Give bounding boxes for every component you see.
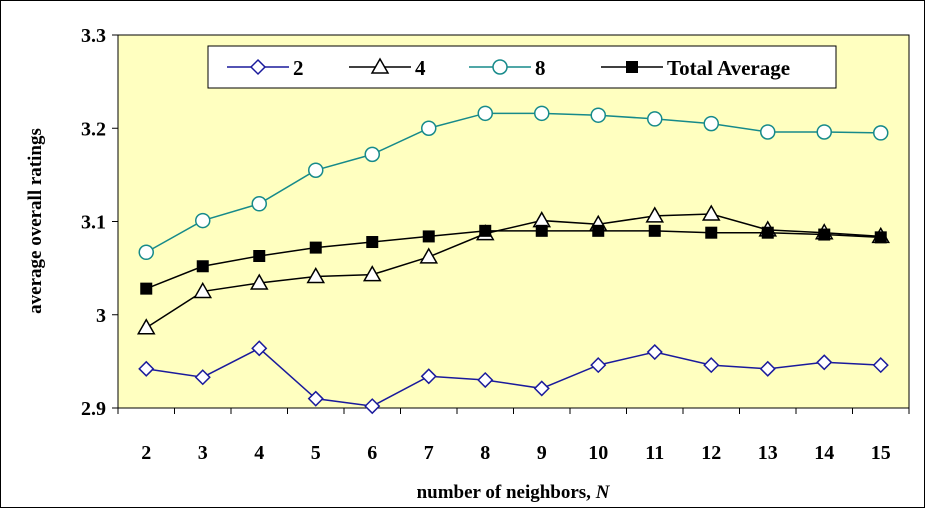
data-point xyxy=(759,360,776,377)
y-tick-label: 3.2 xyxy=(81,118,106,140)
legend-marker xyxy=(626,61,638,73)
x-tick-label: 8 xyxy=(480,442,490,464)
x-tick-label: 13 xyxy=(758,442,778,464)
data-point xyxy=(138,244,154,261)
data-point xyxy=(364,398,381,415)
x-tick-label: 7 xyxy=(424,442,434,464)
x-tick-label: 5 xyxy=(311,442,321,464)
data-point xyxy=(703,115,719,132)
x-tick-label: 11 xyxy=(645,442,664,464)
data-point xyxy=(760,124,776,140)
data-point xyxy=(646,343,663,361)
data-point xyxy=(306,267,326,284)
data-point xyxy=(477,105,493,122)
data-point xyxy=(421,120,437,136)
data-point xyxy=(645,206,665,223)
data-point xyxy=(251,196,267,212)
legend-item: 2 xyxy=(227,56,304,80)
data-point xyxy=(136,318,156,335)
legend-item: Total Average xyxy=(601,56,790,80)
legend: 2 4 8 Total Average xyxy=(207,45,837,89)
data-point xyxy=(535,224,548,237)
data-point xyxy=(419,247,439,264)
data-point xyxy=(592,224,605,237)
series-2 xyxy=(138,340,889,415)
data-point xyxy=(705,226,718,239)
data-point xyxy=(193,281,213,299)
series-total-average xyxy=(140,224,887,295)
data-point xyxy=(195,212,211,229)
y-tick-label: 2.9 xyxy=(81,398,106,420)
data-point xyxy=(479,224,492,237)
data-point xyxy=(140,282,153,295)
x-axis-title-variable: N xyxy=(595,482,611,503)
legend-label: 4 xyxy=(415,56,426,80)
data-point xyxy=(701,204,721,221)
x-tick-label: 2 xyxy=(141,442,151,464)
data-point xyxy=(362,265,382,282)
data-point xyxy=(308,162,324,178)
series-line xyxy=(145,230,881,290)
y-tick-label: 3.3 xyxy=(81,25,106,47)
legend-label: 8 xyxy=(535,56,546,80)
x-tick-label: 6 xyxy=(367,442,377,464)
data-point xyxy=(703,357,720,374)
data-point xyxy=(420,368,437,385)
data-point xyxy=(647,111,663,127)
data-point xyxy=(196,260,209,273)
data-point xyxy=(874,231,887,244)
legend-marker xyxy=(249,58,267,76)
data-point xyxy=(309,241,322,254)
data-point xyxy=(422,230,435,243)
data-point xyxy=(590,357,607,374)
data-point xyxy=(761,226,774,239)
x-tick-label: 14 xyxy=(814,442,834,464)
series-line xyxy=(146,347,881,407)
y-axis-title: average overall ratings xyxy=(25,128,46,314)
legend-item: 8 xyxy=(469,56,546,80)
legend-label: 2 xyxy=(293,56,304,80)
data-point xyxy=(251,340,268,357)
data-point xyxy=(364,146,380,163)
data-point xyxy=(873,125,889,141)
data-point xyxy=(477,371,494,389)
data-point xyxy=(816,354,833,371)
data-point xyxy=(818,228,831,241)
series-line xyxy=(145,112,881,253)
x-tick-label: 12 xyxy=(701,442,721,464)
y-tick-label: 3 xyxy=(96,305,106,327)
legend-item: 4 xyxy=(349,56,426,80)
data-point xyxy=(872,357,889,374)
data-point xyxy=(249,273,269,290)
legend-marker xyxy=(370,57,390,74)
data-point xyxy=(138,360,155,377)
data-point xyxy=(307,390,324,407)
data-point xyxy=(194,369,211,386)
x-tick-label: 10 xyxy=(588,442,608,464)
legend-label: Total Average xyxy=(667,56,790,80)
x-tick-label: 9 xyxy=(537,442,547,464)
x-axis-title: number of neighbors, N xyxy=(417,482,611,503)
series-8 xyxy=(138,105,889,261)
x-tick-label: 4 xyxy=(254,442,264,464)
data-point xyxy=(534,105,550,122)
legend-marker xyxy=(492,59,508,75)
x-tick-label: 15 xyxy=(871,442,891,464)
data-point xyxy=(648,224,661,237)
data-point xyxy=(816,124,832,140)
x-axis-title-text: number of neighbors, xyxy=(417,482,596,503)
x-tick-label: 3 xyxy=(198,442,208,464)
plot-area xyxy=(117,34,910,409)
data-point xyxy=(533,380,550,397)
data-point xyxy=(590,107,606,123)
data-point xyxy=(366,236,379,249)
data-point xyxy=(253,250,266,263)
series-line xyxy=(145,213,881,329)
y-tick-label: 3.1 xyxy=(81,212,106,234)
